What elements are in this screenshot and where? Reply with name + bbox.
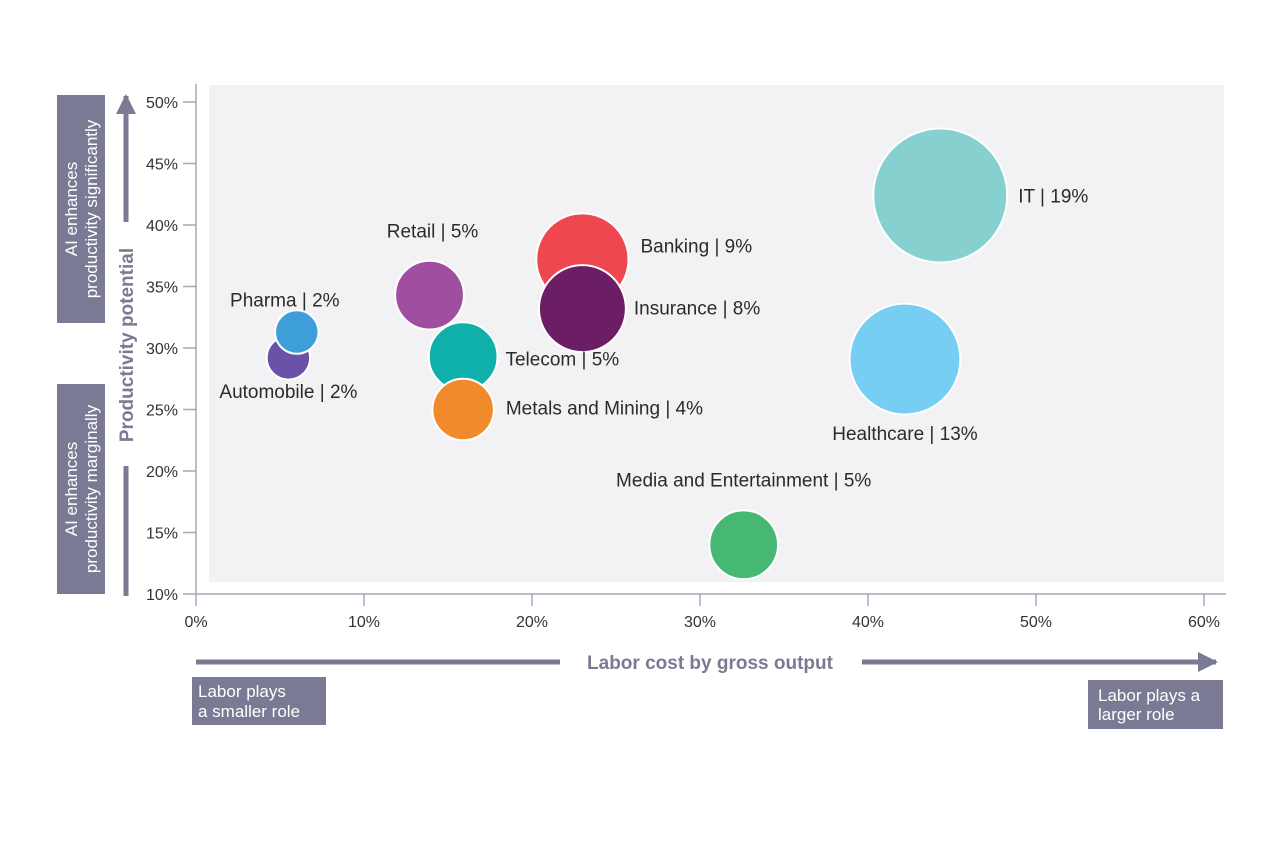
x-tick-label: 10% [348, 614, 380, 631]
y-axis-title-group: Productivity potential [116, 94, 138, 596]
y-tick-label: 15% [146, 526, 178, 543]
y-upper-note: AI enhances productivity significantly [57, 95, 105, 323]
bubble-label-telecom: Telecom | 5% [505, 350, 619, 371]
bubble-healthcare [848, 302, 962, 416]
x-left-note-line-1: Labor plays [198, 682, 286, 701]
y-tick-label: 10% [146, 587, 178, 604]
y-tick-label: 45% [146, 157, 178, 174]
bubble-label-insurance: Insurance | 8% [634, 299, 761, 320]
bubble-metals-and-mining [431, 377, 495, 442]
x-left-note-box [192, 677, 326, 725]
y-upper-note-box [57, 95, 105, 323]
bubble-label-healthcare: Healthcare | 13% [832, 424, 978, 445]
x-tick-label: 30% [684, 614, 716, 631]
x-tick-label: 50% [1020, 614, 1052, 631]
x-tick-label: 40% [852, 614, 884, 631]
y-tick-label: 50% [146, 95, 178, 112]
x-left-note: Labor plays a smaller role [192, 677, 326, 725]
bubble-it [872, 127, 1009, 264]
bubble-label-pharma: Pharma | 2% [230, 290, 340, 311]
x-left-note-line-2: a smaller role [198, 702, 300, 721]
bubble-label-metals-and-mining: Metals and Mining | 4% [506, 399, 703, 420]
x-tick-label: 20% [516, 614, 548, 631]
bubble-label-media-and-entertainment: Media and Entertainment | 5% [616, 470, 871, 491]
y-axis-ticks: 10% 15% 20% 25% 30% 35% 40% 45% 50% [146, 95, 196, 604]
y-axis-title: Productivity potential [117, 248, 138, 442]
x-tick-label: 60% [1188, 614, 1220, 631]
y-lower-note: AI enhances productivity marginally [57, 384, 105, 594]
bubble-label-banking: Banking | 9% [641, 236, 753, 257]
y-tick-label: 20% [146, 464, 178, 481]
y-tick-label: 35% [146, 280, 178, 297]
x-axis-title: Labor cost by gross output [587, 653, 834, 674]
x-tick-label: 0% [184, 614, 207, 631]
bubble-label-automobile: Automobile | 2% [219, 382, 357, 403]
bubble-label-retail: Retail | 5% [387, 222, 479, 243]
x-axis-title-group: Labor cost by gross output [196, 652, 1218, 674]
y-lower-note-line-1: AI enhances [62, 442, 81, 537]
bubble-insurance [537, 264, 627, 354]
y-tick-label: 40% [146, 218, 178, 235]
x-right-note-line-2: larger role [1098, 705, 1175, 724]
y-tick-label: 25% [146, 403, 178, 420]
y-upper-note-line-1: AI enhances [62, 162, 81, 257]
y-upper-note-line-2: productivity significantly [82, 119, 101, 298]
y-tick-label: 30% [146, 341, 178, 358]
bubble-label-it: IT | 19% [1018, 186, 1088, 207]
x-axis-ticks: 0% 10% 20% 30% 40% 50% 60% [184, 594, 1220, 631]
bubble-media-and-entertainment [708, 509, 780, 581]
y-lower-note-line-2: productivity marginally [82, 404, 101, 573]
x-right-note-line-1: Labor plays a [1098, 686, 1201, 705]
bubble-retail [394, 259, 465, 331]
bubble-pharma [274, 309, 320, 355]
bubble-labels: Automobile | 2% Pharma | 2% Retail | 5% Tel… [219, 186, 1088, 491]
bubbles [265, 127, 1009, 581]
x-right-note-box [1088, 680, 1223, 729]
x-right-note: Labor plays a larger role [1088, 680, 1223, 729]
y-lower-note-box [57, 384, 105, 594]
plot-background [209, 85, 1224, 582]
